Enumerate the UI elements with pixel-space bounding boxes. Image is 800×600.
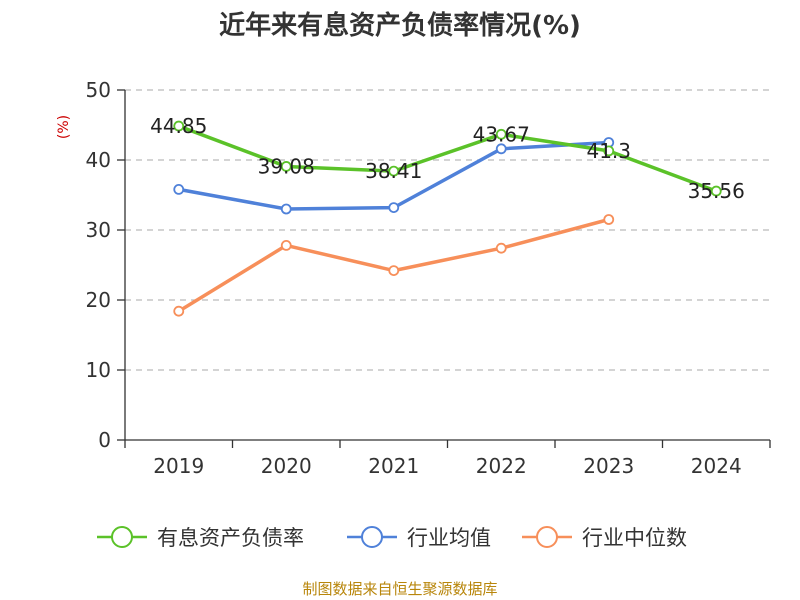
legend-swatch-marker [111, 526, 133, 548]
legend[interactable]: 有息资产负债率 行业均值 行业中位数 [97, 526, 687, 550]
y-tick-label: 30 [86, 218, 111, 242]
series-2 [173, 137, 615, 215]
legend-label: 行业中位数 [582, 526, 687, 550]
data-point[interactable] [280, 203, 292, 215]
data-label: 43.67 [473, 122, 530, 146]
y-tick-label: 0 [98, 428, 111, 452]
x-tick-label: 2021 [368, 454, 419, 478]
series-line [177, 124, 718, 193]
x-tick-label: 2023 [583, 454, 634, 478]
grid [125, 89, 770, 371]
y-tick-label: 20 [86, 288, 111, 312]
data-point[interactable] [710, 185, 722, 197]
data-point[interactable] [495, 242, 507, 254]
source-note: 制图数据来自恒生聚源数据库 [302, 580, 497, 598]
y-tick-label: 10 [86, 358, 111, 382]
legend-swatch-marker [536, 526, 558, 548]
data-point[interactable] [603, 214, 615, 225]
legend-label: 有息资产负债率 [157, 526, 304, 550]
x-tick-label: 2022 [476, 454, 527, 478]
data-point[interactable] [280, 239, 292, 251]
chart-title: 近年来有息资产负债率情况(%) [219, 10, 581, 41]
data-label: 38.41 [365, 159, 422, 183]
data-label: 41.3 [586, 139, 631, 163]
data-labels: 44.85 39.08 38.41 43.67 41.3 35.56 [150, 114, 745, 203]
axes: 0 10 20 30 40 50 2019 2020 2021 2022 2023 2024 [86, 78, 771, 478]
series-layer [173, 120, 722, 317]
data-point[interactable] [173, 183, 185, 195]
data-point[interactable] [388, 265, 400, 277]
data-point[interactable] [388, 165, 400, 177]
data-label: 44.85 [150, 114, 207, 138]
data-point[interactable] [495, 143, 507, 155]
data-point[interactable] [173, 120, 185, 132]
data-point[interactable] [280, 161, 292, 172]
legend-swatch-marker [361, 526, 383, 548]
data-label: 35.56 [688, 179, 745, 203]
data-label: 39.08 [258, 154, 315, 178]
y-axis-label: (%) [56, 115, 72, 139]
legend-item[interactable]: 行业均值 [347, 526, 491, 550]
data-point[interactable] [388, 202, 400, 214]
series-3 [173, 214, 615, 317]
x-tick-label: 2020 [261, 454, 312, 478]
x-tick-label: 2019 [153, 454, 204, 478]
data-point[interactable] [173, 305, 185, 317]
y-tick-label: 50 [86, 78, 111, 102]
legend-item[interactable]: 有息资产负债率 [97, 526, 304, 550]
data-point[interactable] [495, 128, 507, 140]
legend-label: 行业均值 [407, 526, 491, 550]
y-tick-label: 40 [86, 148, 111, 172]
legend-item[interactable]: 行业中位数 [522, 526, 687, 550]
x-tick-label: 2024 [691, 454, 742, 478]
data-point[interactable] [603, 145, 615, 157]
series-1 [173, 120, 722, 197]
